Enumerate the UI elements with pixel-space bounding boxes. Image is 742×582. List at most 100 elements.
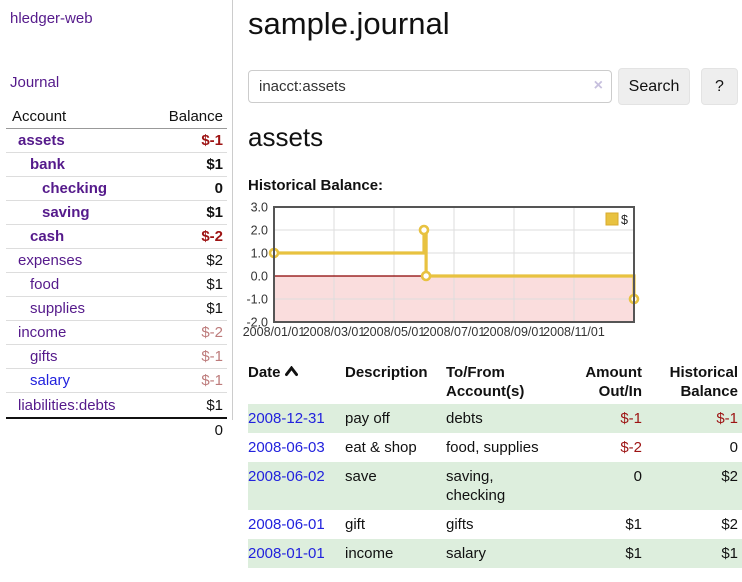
app-title-link[interactable]: hledger-web xyxy=(10,10,93,27)
account-balance: $-1 xyxy=(201,348,223,365)
legend-swatch xyxy=(605,212,619,226)
transaction-date-link[interactable]: 2008-06-02 xyxy=(248,468,325,485)
sidebar-account-row: salary $-1 xyxy=(6,369,227,393)
register-header-row: Date Description To/From Account(s) Amoun… xyxy=(248,360,742,404)
accounts-table: Account Balance assets $-1 bank $1 checking 0… xyxy=(6,105,227,441)
account-balance: $-2 xyxy=(201,228,223,245)
accounts-total-value: 0 xyxy=(214,421,223,439)
transaction-date-link[interactable]: 2008-06-03 xyxy=(248,439,325,456)
account-link-expenses[interactable]: expenses xyxy=(18,252,83,269)
account-link-bank[interactable]: bank xyxy=(30,156,66,173)
register-cell-balance: $2 xyxy=(721,468,738,485)
account-link-gifts[interactable]: gifts xyxy=(30,348,58,365)
register-cell-amount: $1 xyxy=(625,516,642,533)
register-cell-amount: $-2 xyxy=(620,439,642,456)
x-axis-tick-label: 2008/11/01 xyxy=(543,325,605,339)
main-content: sample.journal × Search ? assets Histori… xyxy=(243,0,742,568)
sidebar-account-row: liabilities:debts $1 xyxy=(6,393,227,417)
transaction-date-link[interactable]: 2008-01-01 xyxy=(248,545,325,562)
register-header-balance: Historical Balance xyxy=(669,364,738,400)
sidebar-account-row: supplies $1 xyxy=(6,297,227,321)
account-balance: $1 xyxy=(206,156,223,173)
account-link-saving[interactable]: saving xyxy=(42,204,90,221)
accounts-header-balance: Balance xyxy=(168,108,223,125)
sidebar-account-row: bank $1 xyxy=(6,153,227,177)
transaction-date-link[interactable]: 2008-12-31 xyxy=(248,410,325,427)
account-balance: $2 xyxy=(206,252,223,269)
register-row: 2008-01-01 income salary $1 $1 xyxy=(248,539,742,568)
account-balance: $1 xyxy=(206,396,223,414)
y-axis-tick-label: 2.0 xyxy=(251,224,268,238)
chart-border xyxy=(273,206,635,323)
account-link-cash[interactable]: cash xyxy=(30,228,65,245)
account-balance: $1 xyxy=(206,276,223,293)
account-balance: $-2 xyxy=(201,324,223,341)
y-axis-tick-label: 1.0 xyxy=(251,247,268,261)
register-table: Date Description To/From Account(s) Amoun… xyxy=(248,360,742,568)
register-cell-balance: 0 xyxy=(729,439,738,456)
register-header-accounts: To/From Account(s) xyxy=(446,364,525,400)
account-link-liabilities-debts[interactable]: liabilities:debts xyxy=(18,396,116,414)
account-link-supplies[interactable]: supplies xyxy=(30,300,86,317)
page-title: sample.journal xyxy=(248,6,450,41)
register-cell-description: eat & shop xyxy=(345,439,417,456)
account-balance: $-1 xyxy=(201,372,223,389)
sidebar-account-row: cash $-2 xyxy=(6,225,227,249)
chart-label: Historical Balance: xyxy=(248,177,384,194)
register-cell-date: 2008-12-31 xyxy=(248,404,345,433)
register-cell-amount: 0 xyxy=(633,468,642,485)
help-button[interactable]: ? xyxy=(701,68,738,105)
register-header-date[interactable]: Date xyxy=(248,360,345,404)
sidebar-account-row: saving $1 xyxy=(6,201,227,225)
register-row: 2008-12-31 pay off debts $-1 $-1 xyxy=(248,404,742,433)
x-axis-tick-label: 2008/01/01 xyxy=(243,325,306,339)
register-cell-accounts: gifts xyxy=(446,516,474,533)
account-link-income[interactable]: income xyxy=(18,324,67,341)
account-link-food[interactable]: food xyxy=(30,276,60,293)
transaction-date-link[interactable]: 2008-06-01 xyxy=(248,516,325,533)
register-row: 2008-06-01 gift gifts $1 $2 xyxy=(248,510,742,539)
register-cell-date: 2008-01-01 xyxy=(248,539,345,568)
register-cell-accounts: salary xyxy=(446,545,487,562)
register-cell-accounts: saving, checking xyxy=(446,468,506,504)
account-balance: $1 xyxy=(206,300,223,317)
account-title: assets xyxy=(248,122,324,152)
y-axis-tick-label: 0.0 xyxy=(251,270,268,284)
register-row: 2008-06-02 save saving, checking 0 $2 xyxy=(248,462,742,510)
x-axis-tick-label: 2008/03/01 xyxy=(303,325,366,339)
register-cell-balance: $2 xyxy=(721,516,738,533)
data-point-marker xyxy=(420,270,432,282)
sidebar: hledger-web Journal Account Balance asse… xyxy=(0,0,233,439)
register-cell-description: income xyxy=(345,545,394,562)
search-button[interactable]: Search xyxy=(618,68,690,105)
accounts-total-row: 0 xyxy=(6,417,227,441)
register-cell-date: 2008-06-01 xyxy=(248,510,345,539)
sidebar-account-row: checking 0 xyxy=(6,177,227,201)
register-cell-balance: $1 xyxy=(721,545,738,562)
account-link-checking[interactable]: checking xyxy=(42,180,108,197)
register-cell-description: save xyxy=(345,468,377,485)
sidebar-account-row: income $-2 xyxy=(6,321,227,345)
y-axis-tick-label: -2.0 xyxy=(246,316,268,330)
x-axis-tick-label: 2008/07/01 xyxy=(423,325,486,339)
register-cell-amount: $-1 xyxy=(620,410,642,427)
register-cell-description: pay off xyxy=(345,410,390,427)
register-cell-accounts: debts xyxy=(446,410,483,427)
search-bar: × Search ? xyxy=(248,68,742,106)
clear-search-icon[interactable]: × xyxy=(593,77,603,94)
register-cell-description: gift xyxy=(345,516,366,533)
legend-label: $ xyxy=(621,213,628,227)
y-axis-tick-label: -1.0 xyxy=(246,293,268,307)
account-link-assets[interactable]: assets xyxy=(18,132,65,149)
register-cell-date: 2008-06-02 xyxy=(248,462,345,510)
sidebar-account-row: assets $-1 xyxy=(6,129,227,153)
search-input[interactable] xyxy=(248,70,612,103)
data-point-marker xyxy=(418,224,430,236)
nav-journal-link[interactable]: Journal xyxy=(10,74,60,91)
sort-ascending-icon xyxy=(284,363,298,382)
account-link-salary[interactable]: salary xyxy=(30,372,71,389)
sidebar-account-row: expenses $2 xyxy=(6,249,227,273)
register-cell-date: 2008-06-03 xyxy=(248,433,345,462)
historical-balance-chart: 3.0 2.0 1.0 0.0 -1.0 -2.02008/01/012008/03/01… xyxy=(243,201,640,339)
y-axis-tick-label: 3.0 xyxy=(251,201,268,215)
